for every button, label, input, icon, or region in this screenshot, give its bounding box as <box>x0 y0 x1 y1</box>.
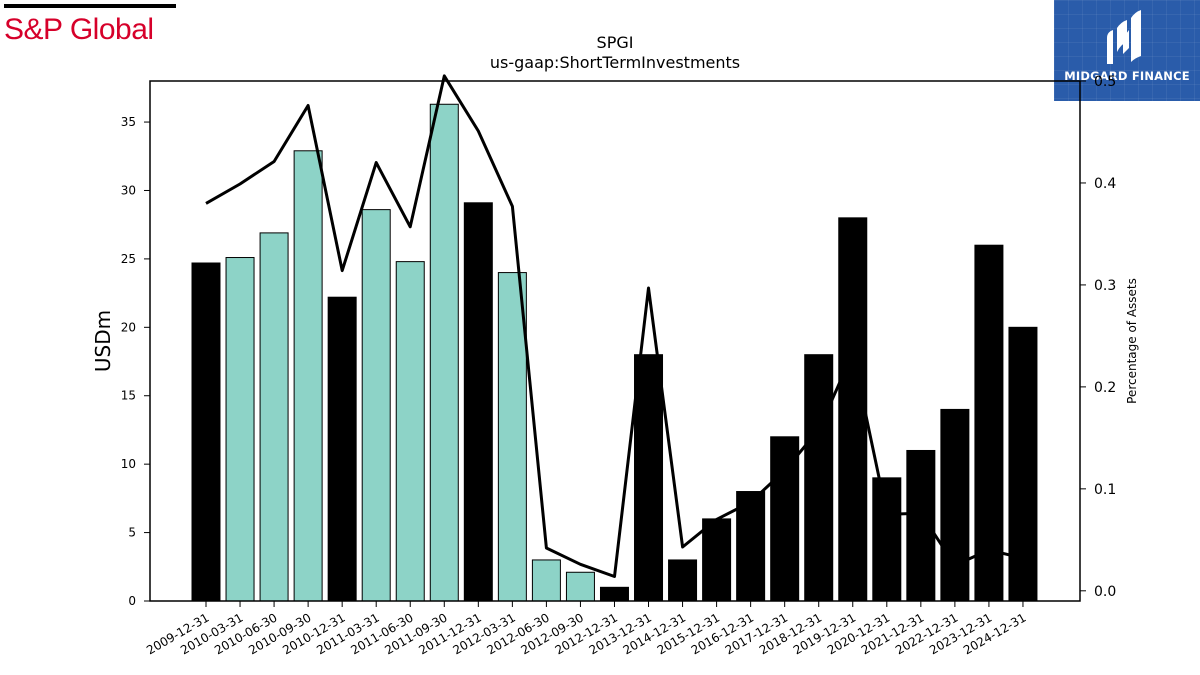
bar-2012-12-31 <box>599 586 629 602</box>
bar-2018-12-31 <box>804 354 834 602</box>
bar-2011-03-31 <box>361 209 391 602</box>
bar-2010-12-31 <box>327 296 357 602</box>
midgard-mark-icon <box>1107 10 1141 64</box>
bar-2011-12-31 <box>463 202 493 602</box>
bar-2020-12-31 <box>872 477 902 602</box>
bar-2012-03-31 <box>497 272 527 602</box>
bar-2013-12-31 <box>634 354 664 602</box>
bar-2022-12-31 <box>940 408 970 602</box>
y-tick-label-20: 20 <box>121 320 136 334</box>
bar-2012-09-30 <box>565 571 595 602</box>
bar-2011-09-30 <box>429 103 459 602</box>
y2-axis: 0.0 0.1 0.2 0.3 0.4 0.5 <box>1080 74 1116 600</box>
bar-2010-09-30 <box>293 150 323 602</box>
bar-2009-12-31 <box>191 262 221 602</box>
midgard-logo-text: MIDGARD FINANCE <box>1064 69 1190 83</box>
y-tick-label-35: 35 <box>121 115 136 129</box>
chart-subtitle: us-gaap:ShortTermInvestments <box>490 53 740 72</box>
bars-layer <box>191 103 1038 602</box>
bar-2010-06-30 <box>259 232 289 602</box>
x-axis: 2009-12-312010-03-312010-06-302010-09-30… <box>144 601 1028 657</box>
pct-of-assets-line <box>205 74 1024 578</box>
y2-tick-label-1: 0.1 <box>1094 482 1116 498</box>
plot-frame <box>149 80 1081 602</box>
sp-global-logo: S&P Global <box>4 4 178 46</box>
y2-axis-label: Percentage of Assets <box>1125 278 1139 404</box>
bar-2023-12-31 <box>974 244 1004 602</box>
y-tick-label-0: 0 <box>128 594 136 608</box>
bar-2024-12-31 <box>1008 326 1038 602</box>
y-tick-label-30: 30 <box>121 183 136 197</box>
y2-tick-label-4: 0.4 <box>1094 176 1116 192</box>
bar-2015-12-31 <box>702 518 732 602</box>
bar-2011-06-30 <box>395 261 425 602</box>
bar-2014-12-31 <box>668 559 698 602</box>
midgard-finance-logo: MIDGARD FINANCE <box>1054 0 1200 101</box>
y2-tick-label-5: 0.5 <box>1094 74 1116 90</box>
bar-2017-12-31 <box>770 436 800 602</box>
sp-global-logo-text: S&P Global <box>4 13 154 46</box>
chart-title: SPGI <box>597 33 634 52</box>
y-axis: 0 5 10 15 20 25 30 35 <box>121 115 150 608</box>
y-tick-label-5: 5 <box>128 526 136 540</box>
bar-2012-06-30 <box>531 559 561 602</box>
y2-tick-label-0: 0.0 <box>1094 584 1116 600</box>
line-layer <box>205 74 1024 578</box>
y-tick-label-15: 15 <box>121 389 136 403</box>
bar-2010-03-31 <box>225 257 255 602</box>
y2-tick-label-2: 0.2 <box>1094 380 1116 396</box>
logo-rule <box>4 4 176 8</box>
y-axis-label: USDm <box>91 310 115 372</box>
y2-tick-label-3: 0.3 <box>1094 278 1116 294</box>
y-tick-label-25: 25 <box>121 252 136 266</box>
bar-2019-12-31 <box>838 217 868 602</box>
y-tick-label-10: 10 <box>121 457 136 471</box>
